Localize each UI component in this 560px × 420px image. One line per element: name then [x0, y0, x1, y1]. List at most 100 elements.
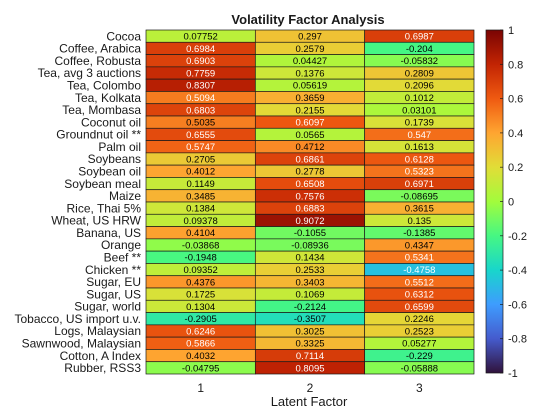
- cell-value-label: 0.3325: [295, 339, 324, 350]
- cell-value-label: 0.2705: [186, 154, 215, 165]
- y-tick-label: Coffee, Arabica: [59, 42, 141, 56]
- x-axis-ticks: 1 2 3: [197, 381, 423, 395]
- x-tick-label: 1: [197, 381, 204, 395]
- y-tick-label: Coffee, Robusta: [54, 54, 141, 68]
- cell-value-label: -0.1055: [294, 228, 326, 239]
- cell-value-label: 0.2533: [295, 265, 324, 276]
- y-tick-label: Soybean meal: [64, 177, 141, 191]
- cell-value-label: 0.1725: [186, 290, 215, 301]
- cell-value-label: 0.3659: [295, 93, 324, 104]
- cell-value-label: 0.6987: [405, 32, 434, 43]
- cell-value-label: 0.6312: [405, 290, 434, 301]
- y-tick-label: Rubber, RSS3: [64, 361, 141, 375]
- cell-value-label: -0.229: [406, 351, 433, 362]
- cell-value-label: 0.1613: [405, 142, 434, 153]
- y-tick-label: Palm oil: [98, 140, 141, 154]
- cell-value-label: 0.6097: [295, 118, 324, 129]
- cell-value-label: 0.09352: [183, 265, 217, 276]
- colorbar-tick-label: 0.4: [508, 128, 523, 140]
- cell-value-label: 0.1012: [405, 93, 434, 104]
- cell-value-label: 0.1384: [186, 204, 215, 215]
- cell-value-label: 0.6861: [295, 154, 324, 165]
- cell-value-label: 0.1739: [405, 118, 434, 129]
- cell-value-label: 0.2809: [405, 68, 434, 79]
- cell-value-label: 0.7759: [186, 68, 215, 79]
- cell-value-label: 0.6903: [186, 56, 215, 67]
- cell-value-label: -0.03868: [182, 240, 220, 251]
- cell-value-label: 0.2096: [405, 81, 434, 92]
- y-tick-label: Sugar, world: [74, 300, 141, 314]
- cell-value-label: 0.2155: [295, 105, 324, 116]
- cell-value-label: 0.6984: [186, 44, 215, 55]
- colorbar-tick-label: -0.6: [508, 299, 527, 311]
- y-tick-label: Rice, Thai 5%: [67, 201, 142, 215]
- cell-value-label: 0.07752: [183, 32, 217, 43]
- x-tick-label: 2: [307, 381, 314, 395]
- colorbar: -1 -0.8 -0.6 -0.4 -0.2 0 0.2 0.4 0.6 0.8 1: [485, 25, 527, 380]
- cell-value-label: 0.3485: [186, 191, 215, 202]
- cell-value-label: 0.6803: [186, 105, 215, 116]
- colorbar-tick-label: -0.2: [508, 231, 527, 243]
- y-tick-label: Cotton, A Index: [60, 349, 141, 363]
- cell-value-label: 0.1149: [186, 179, 214, 190]
- y-tick-label: Tobacco, US import u.v.: [15, 312, 142, 326]
- y-tick-label: Beef **: [104, 250, 142, 264]
- cell-value-label: 0.05277: [402, 339, 436, 350]
- cell-value-label: 0.7576: [295, 191, 324, 202]
- cell-value-label: 0.8095: [295, 363, 324, 374]
- cell-value-label: 0.1304: [186, 302, 215, 313]
- cell-value-label: 0.5747: [186, 142, 215, 153]
- y-tick-label: Tea, Mombasa: [62, 103, 141, 117]
- y-tick-label: Tea, avg 3 auctions: [38, 66, 141, 80]
- cell-value-label: 0.4347: [405, 240, 434, 251]
- cell-value-label: -0.2124: [294, 302, 326, 313]
- colorbar-tick-label: 0.6: [508, 94, 523, 106]
- heatmap-cell: [364, 361, 475, 375]
- cell-value-label: 0.5094: [186, 93, 215, 104]
- cell-value-label: 0.6883: [295, 204, 324, 215]
- cell-value-label: 0.5866: [186, 339, 215, 350]
- y-tick-label: Sugar, US: [86, 287, 141, 301]
- cell-value-label: -0.05832: [401, 56, 439, 67]
- cell-value-label: 0.2246: [405, 314, 434, 325]
- colorbar-tick-label: -0.8: [508, 334, 527, 346]
- cell-value-label: 0.5323: [405, 167, 434, 178]
- cell-value-label: 0.4032: [186, 351, 215, 362]
- cell-value-label: 0.1434: [295, 253, 324, 264]
- chart-title: Volatility Factor Analysis: [231, 12, 384, 27]
- cell-value-label: 0.6971: [405, 179, 434, 190]
- cell-value-label: 0.3025: [295, 326, 324, 337]
- cell-value-label: 0.9072: [295, 216, 324, 227]
- y-tick-label: Groundnut oil **: [56, 128, 141, 142]
- cell-value-label: -0.1948: [185, 253, 217, 264]
- cell-value-label: 0.547: [407, 130, 431, 141]
- y-tick-label: Coconut oil: [81, 115, 141, 129]
- cell-value-label: -0.2905: [185, 314, 217, 325]
- y-tick-label: Soybeans: [88, 152, 141, 166]
- colorbar-tick-label: 0: [508, 197, 514, 209]
- cell-value-label: 0.2523: [405, 326, 434, 337]
- cell-value-label: 0.0565: [295, 130, 324, 141]
- heatmap-cells: 0.07752 0.297 0.6987 0.6984 0.2579 -0.204 0.69…: [145, 29, 475, 375]
- cell-value-label: -0.3507: [294, 314, 326, 325]
- cell-value-label: 0.6599: [405, 302, 434, 313]
- cell-value-label: 0.2778: [295, 167, 324, 178]
- y-tick-label: Logs, Malaysian: [54, 324, 141, 338]
- cell-value-label: 0.4712: [295, 142, 324, 153]
- cell-value-label: 0.3403: [295, 277, 324, 288]
- cell-value-label: 0.4376: [186, 277, 215, 288]
- y-tick-label: Sugar, EU: [86, 275, 141, 289]
- colorbar-tick-label: 0.8: [508, 59, 523, 71]
- cell-value-label: 0.1069: [295, 290, 324, 301]
- y-tick-label: Cocoa: [106, 29, 141, 43]
- cell-value-label: 0.8307: [186, 81, 215, 92]
- cell-value-label: 0.04427: [293, 56, 327, 67]
- cell-value-label: 0.6128: [405, 154, 434, 165]
- cell-value-label: 0.4104: [186, 228, 215, 239]
- cell-value-label: 0.297: [298, 32, 322, 43]
- cell-value-label: -0.08936: [291, 240, 329, 251]
- colorbar-tick-label: 1: [508, 25, 514, 37]
